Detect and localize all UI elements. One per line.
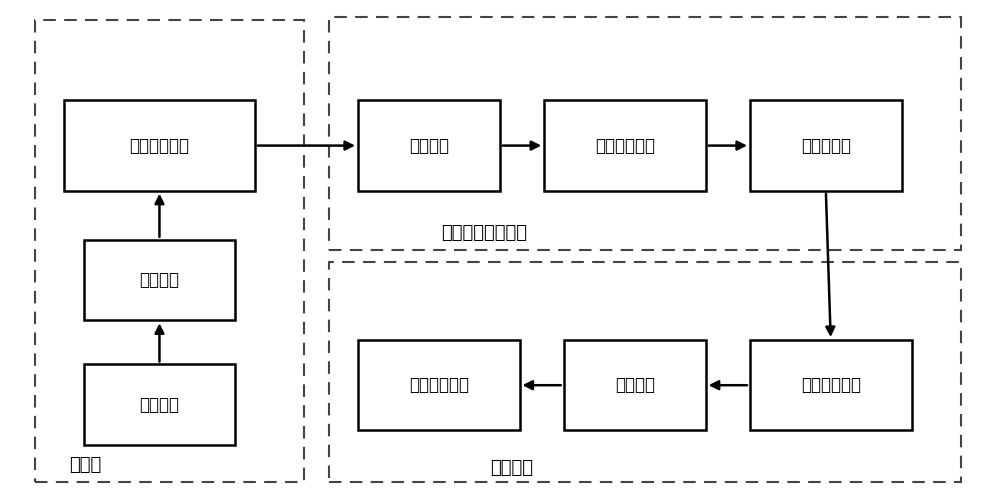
Text: 流程重构: 流程重构 <box>409 137 449 155</box>
Text: 频繁子图合并: 频繁子图合并 <box>801 376 861 394</box>
Bar <box>84 364 235 445</box>
Bar <box>544 100 706 191</box>
Bar <box>64 100 255 191</box>
Text: 合并流程规约: 合并流程规约 <box>409 376 469 394</box>
Text: 流程集合: 流程集合 <box>139 396 179 414</box>
Text: 流程频繁子图挖掘: 流程频繁子图挖掘 <box>441 224 527 242</box>
Bar <box>358 100 500 191</box>
Text: 频繁子图表: 频繁子图表 <box>801 137 851 155</box>
Bar <box>328 262 961 482</box>
Text: 流程频繁子图: 流程频繁子图 <box>595 137 655 155</box>
Bar <box>564 340 706 431</box>
Text: 流程合并: 流程合并 <box>615 376 655 394</box>
Text: 流程合并: 流程合并 <box>490 459 533 477</box>
Bar <box>750 340 912 431</box>
Text: 流程主题聚类: 流程主题聚类 <box>129 137 189 155</box>
Text: 预处理: 预处理 <box>69 457 101 475</box>
Bar <box>84 240 235 320</box>
Bar <box>328 17 961 250</box>
Bar <box>358 340 520 431</box>
Bar <box>34 19 304 482</box>
Text: 文本清理: 文本清理 <box>139 271 179 289</box>
Bar <box>750 100 902 191</box>
